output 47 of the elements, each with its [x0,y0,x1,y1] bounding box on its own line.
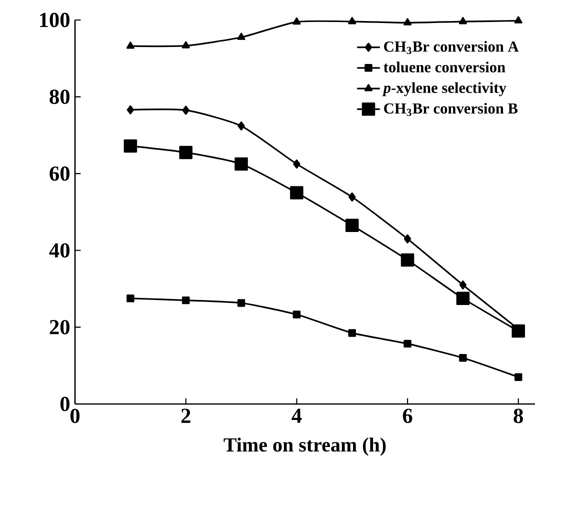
point [293,159,300,169]
y-tick-label: 20 [50,320,70,334]
point [290,186,304,200]
y-tick-label: 80 [50,90,70,104]
point [458,16,467,24]
y-tick-label: 100 [40,12,70,28]
legend-label: p-xylene selectivity [382,82,506,96]
point [404,234,412,244]
point [238,121,245,131]
point [237,299,246,307]
point [459,280,467,290]
x-tick-label: 4 [292,408,302,423]
x-tick-label: 6 [402,408,412,424]
x-tick-label: 2 [181,408,190,423]
point [182,41,190,48]
legend-label: CH$_{3}$Br conversion A [384,40,519,54]
point [126,294,134,302]
point [182,296,190,304]
legend-label: CH$_{3}$Br conversion B [384,102,518,116]
point [456,292,470,306]
point [404,340,412,348]
point [124,139,138,153]
point [512,324,525,338]
point [182,106,190,115]
x-tick-label: 0 [70,408,80,424]
point [348,192,356,202]
point [348,329,356,337]
point [292,17,301,25]
point [514,373,522,381]
legend-label: toluene conversion [384,62,506,72]
point [237,32,246,40]
y-tick-label: 0 [60,396,70,412]
point [234,157,248,171]
point [403,18,412,26]
point [292,310,301,318]
x-axis-title: Time on stream (h) [224,438,386,456]
point [400,253,414,267]
y-tick-label: 40 [49,243,70,258]
point [126,105,134,114]
x-tick-label: 8 [514,408,523,424]
point [459,354,467,362]
y-tick-label: 60 [50,166,70,181]
point [345,218,359,232]
point [179,146,192,160]
point [348,16,356,24]
point [126,42,134,49]
point [514,16,522,24]
